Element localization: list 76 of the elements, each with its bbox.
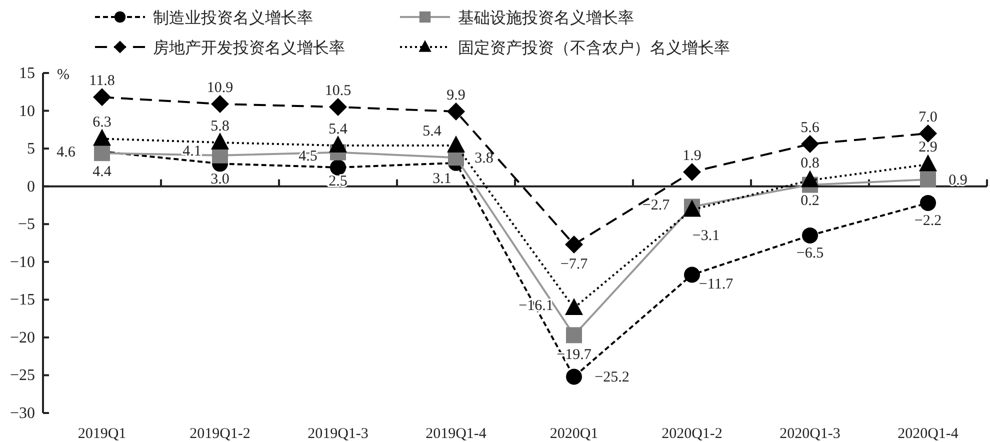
data-label: −25.2 xyxy=(594,370,630,386)
data-label: −16.1 xyxy=(518,298,554,314)
point xyxy=(447,102,465,121)
point xyxy=(802,227,818,244)
data-label: 5.8 xyxy=(210,118,230,135)
data-label: 3.1 xyxy=(432,170,452,187)
point xyxy=(93,128,111,146)
data-label: 10.5 xyxy=(324,83,352,99)
data-label: 0.2 xyxy=(800,192,820,209)
y-tick-label: −15 xyxy=(10,292,35,309)
data-label: 2.9 xyxy=(918,139,938,156)
data-label: −6.5 xyxy=(796,245,824,262)
x-tick-label: 2020Q1 xyxy=(550,426,598,442)
y-tick-label: −30 xyxy=(10,405,35,422)
data-label: 0.8 xyxy=(800,155,820,172)
point xyxy=(330,159,346,176)
point xyxy=(801,170,819,188)
data-label: 3.0 xyxy=(210,172,230,188)
data-label: −3.1 xyxy=(692,228,720,244)
point xyxy=(329,136,347,153)
data-label: −2.2 xyxy=(914,212,942,229)
data-label: 6.3 xyxy=(92,114,112,131)
point xyxy=(683,162,701,181)
legend-label: 基础设施投资名义增长率 xyxy=(458,9,634,27)
data-label: 3.8 xyxy=(474,150,494,167)
data-label: 10.9 xyxy=(206,80,234,96)
point xyxy=(920,194,936,211)
data-label: −2.7 xyxy=(642,198,670,214)
legend-label: 固定资产投资（不含农户）名义增长率 xyxy=(458,39,730,57)
point xyxy=(566,327,582,344)
y-tick-label: −25 xyxy=(10,367,35,384)
point xyxy=(329,98,347,116)
y-tick-label: 0 xyxy=(27,178,35,196)
y-tick-label: 10 xyxy=(19,102,35,120)
x-tick-label: 2019Q1 xyxy=(78,426,126,442)
data-label: 2.5 xyxy=(328,173,348,190)
legend-label: 制造业投资名义增长率 xyxy=(153,9,313,27)
data-label: −11.7 xyxy=(698,276,734,293)
data-label: 11.8 xyxy=(89,73,115,90)
data-label: 4.6 xyxy=(56,144,76,161)
point xyxy=(920,172,936,188)
data-label: 4.1 xyxy=(182,143,202,160)
x-tick-label: 2019Q1-4 xyxy=(426,426,487,442)
y-axis-title: % xyxy=(57,67,70,83)
x-tick-label: 2020Q1-4 xyxy=(898,426,959,442)
data-label: 5.4 xyxy=(328,122,348,138)
data-label: 0.9 xyxy=(948,172,968,189)
data-label: 1.9 xyxy=(682,148,702,164)
point xyxy=(684,266,700,283)
y-tick-label: 5 xyxy=(27,140,35,158)
data-label: −19.7 xyxy=(556,347,592,364)
data-label: 9.9 xyxy=(446,88,466,104)
data-label: 4.5 xyxy=(298,148,318,164)
x-tick-label: 2020Q1-2 xyxy=(662,426,722,442)
y-tick-label: −5 xyxy=(18,216,35,234)
point xyxy=(801,135,819,154)
data-label: −7.7 xyxy=(560,256,588,273)
point xyxy=(919,124,937,142)
x-tick-label: 2020Q1-3 xyxy=(780,426,840,442)
point xyxy=(919,154,937,172)
data-label: 7.0 xyxy=(918,109,938,126)
y-tick-label: −20 xyxy=(10,329,35,346)
x-tick-label: 2019Q1-3 xyxy=(308,426,368,442)
y-tick-label: 15 xyxy=(19,65,35,82)
data-label: 5.6 xyxy=(800,120,820,136)
point xyxy=(565,236,583,254)
point xyxy=(566,368,582,385)
x-tick-label: 2019Q1-2 xyxy=(190,426,250,442)
point xyxy=(211,94,229,113)
point xyxy=(447,136,465,153)
legend-label: 房地产开发投资名义增长率 xyxy=(153,39,345,57)
y-tick-label: −10 xyxy=(10,254,35,271)
data-label: 4.4 xyxy=(92,164,112,180)
data-label: 5.4 xyxy=(422,124,442,140)
point xyxy=(93,88,111,106)
point xyxy=(211,132,229,150)
